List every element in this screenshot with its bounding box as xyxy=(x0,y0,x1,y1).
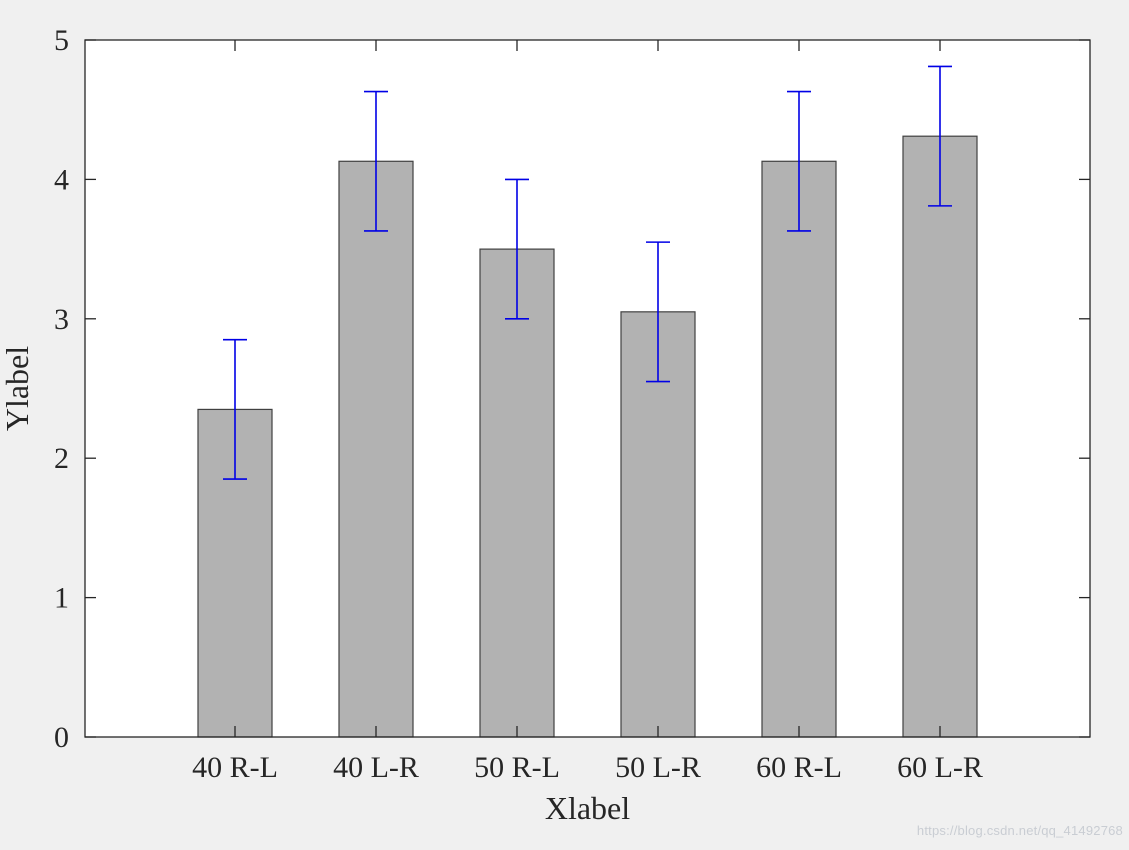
x-axis-label: Xlabel xyxy=(545,790,630,826)
y-tick-label: 1 xyxy=(54,582,69,615)
x-tick-label: 50 R-L xyxy=(474,751,560,784)
y-tick-label: 0 xyxy=(54,721,69,754)
bar xyxy=(761,160,837,738)
error-bar xyxy=(505,178,529,320)
y-tick-label: 2 xyxy=(54,442,69,475)
x-tick-label: 40 R-L xyxy=(192,751,278,784)
y-tick-label: 5 xyxy=(54,24,69,57)
x-tick-label: 60 R-L xyxy=(756,751,842,784)
bar xyxy=(479,248,555,738)
axes-box xyxy=(84,39,1091,738)
error-bar xyxy=(646,241,670,383)
y-tick-label: 3 xyxy=(54,303,69,336)
x-tick-label: 40 L-R xyxy=(333,751,419,784)
error-bar xyxy=(223,338,247,480)
bar xyxy=(902,135,978,738)
bar xyxy=(338,160,414,738)
x-tick-label: 50 L-R xyxy=(615,751,701,784)
error-bar xyxy=(787,90,811,232)
y-tick-label: 4 xyxy=(54,163,69,196)
y-axis-label: Ylabel xyxy=(0,346,35,431)
watermark: https://blog.csdn.net/qq_41492768 xyxy=(916,823,1123,838)
error-bar xyxy=(364,90,388,232)
x-tick-label: 60 L-R xyxy=(897,751,983,784)
error-bar xyxy=(928,65,952,207)
